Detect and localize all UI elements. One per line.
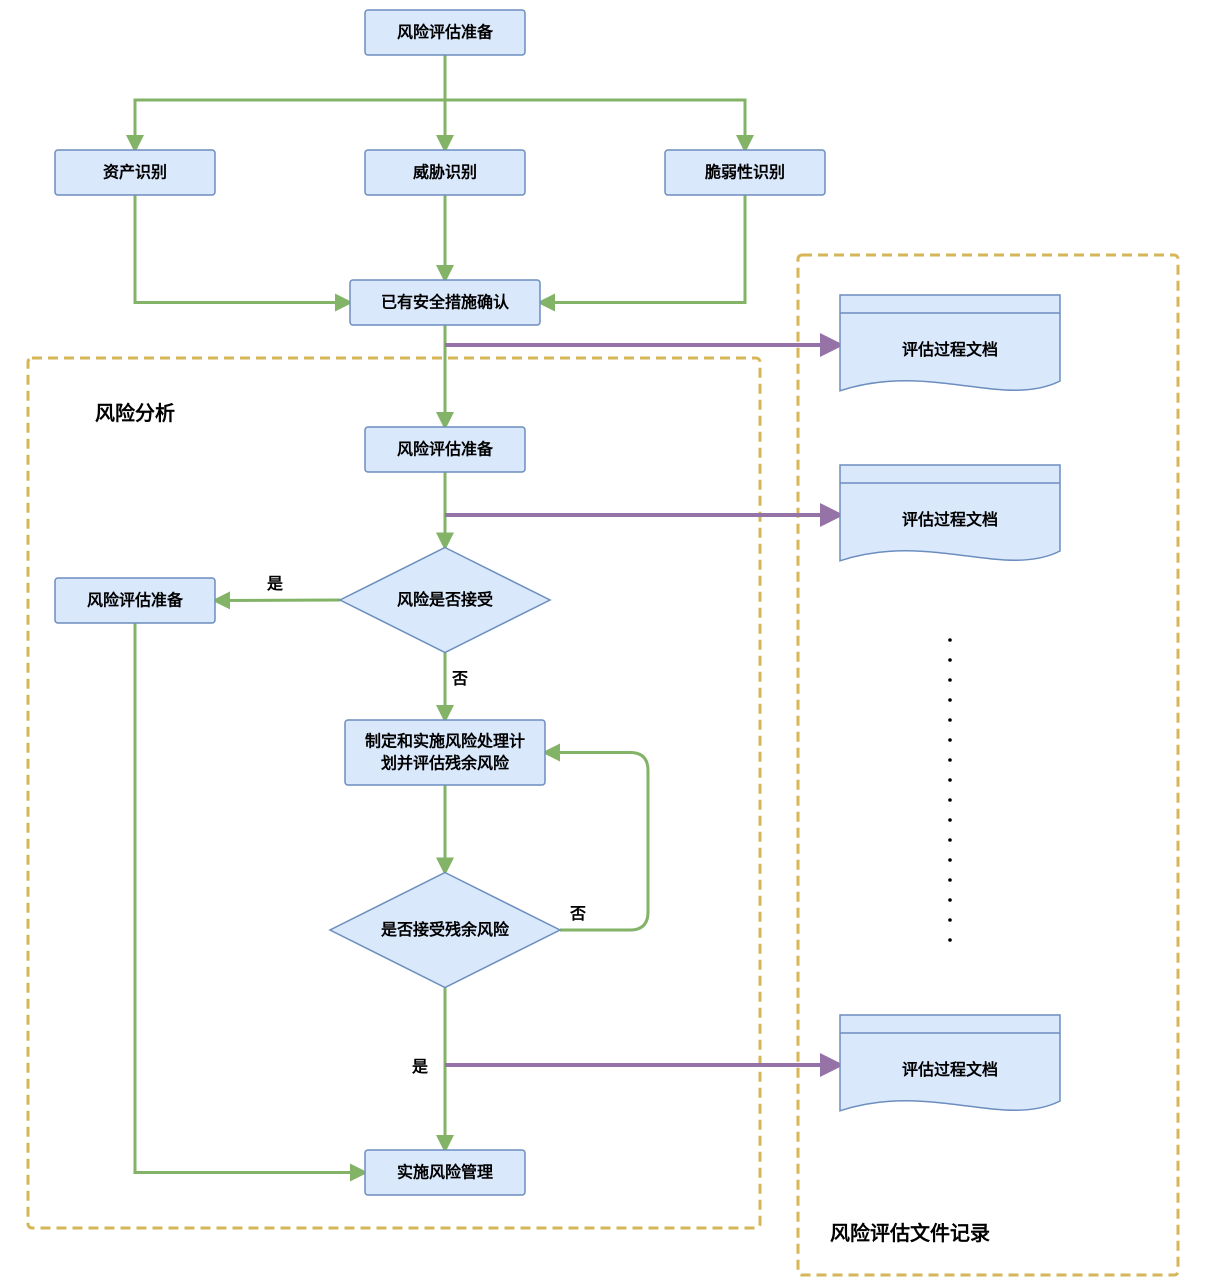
svg-text:风险评估准备: 风险评估准备: [397, 23, 494, 42]
node-doc2: 评估过程文档: [840, 465, 1060, 561]
edge-vuln-measures: [540, 195, 745, 303]
edge-decide1-yes: [215, 600, 340, 601]
risk-analysis-container: [28, 358, 760, 1228]
edge-label-yes1: 是: [266, 575, 283, 593]
node-n_vuln: 脆弱性识别: [665, 150, 825, 195]
node-n_prep2: 风险评估准备: [365, 427, 525, 472]
node-n_measures: 已有安全措施确认: [350, 280, 540, 325]
node-n_decide1: 风险是否接受: [340, 548, 550, 653]
edge-asset-measures: [135, 195, 350, 303]
svg-text:实施风险管理: 实施风险管理: [397, 1163, 493, 1182]
svg-text:划并评估残余风险: 划并评估残余风险: [381, 754, 510, 773]
edge-prep-vuln: [445, 55, 745, 150]
node-n_decide2: 是否接受残余风险: [330, 873, 560, 988]
node-n_threat: 威胁识别: [365, 150, 525, 195]
records-container: [798, 255, 1178, 1275]
svg-text:评估过程文档: 评估过程文档: [902, 510, 998, 529]
node-n_plan: 制定和实施风险处理计划并评估残余风险: [345, 720, 545, 785]
edge-prep3-manage: [135, 623, 365, 1173]
edge-decide2-no-loop: [545, 753, 648, 931]
node-doc1: 评估过程文档: [840, 295, 1060, 391]
svg-text:资产识别: 资产识别: [103, 163, 167, 182]
ellipsis-dots: [948, 638, 952, 942]
svg-text:风险是否接受: 风险是否接受: [397, 590, 493, 609]
svg-text:评估过程文档: 评估过程文档: [902, 1060, 998, 1079]
svg-text:已有安全措施确认: 已有安全措施确认: [381, 293, 510, 312]
node-n_manage: 实施风险管理: [365, 1150, 525, 1195]
edge-label-yes2: 是: [411, 1058, 428, 1076]
svg-text:脆弱性识别: 脆弱性识别: [705, 163, 785, 182]
node-n_prep_top: 风险评估准备: [365, 10, 525, 55]
svg-text:是否接受残余风险: 是否接受残余风险: [380, 920, 510, 939]
edge-prep-asset: [135, 55, 445, 150]
risk-analysis-title: 风险分析: [95, 401, 175, 425]
node-n_asset: 资产识别: [55, 150, 215, 195]
node-n_prep3: 风险评估准备: [55, 578, 215, 623]
svg-text:制定和实施风险处理计: 制定和实施风险处理计: [365, 732, 525, 751]
records-title: 风险评估文件记录: [830, 1221, 990, 1245]
svg-text:风险评估准备: 风险评估准备: [397, 440, 494, 459]
node-doc3: 评估过程文档: [840, 1015, 1060, 1111]
edge-label-no1: 否: [451, 670, 468, 688]
svg-text:威胁识别: 威胁识别: [413, 163, 477, 182]
edge-label-no2: 否: [569, 905, 586, 923]
svg-text:评估过程文档: 评估过程文档: [902, 340, 998, 359]
svg-text:风险评估准备: 风险评估准备: [87, 591, 184, 610]
